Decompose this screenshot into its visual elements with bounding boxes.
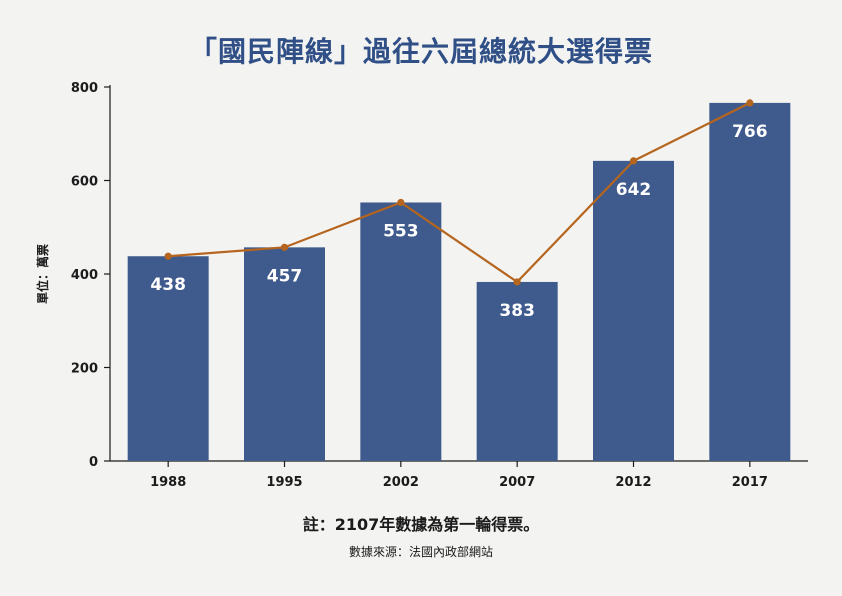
data-label: 457: [267, 266, 303, 286]
line-point: [397, 198, 405, 207]
bar: [709, 102, 791, 462]
x-tick-label: 2017: [732, 475, 768, 490]
y-tick-label: 400: [71, 268, 98, 283]
x-tick-label: 1995: [266, 475, 302, 490]
bar: [244, 247, 325, 461]
source-note: 數據來源：法國內政部網站: [348, 545, 493, 559]
y-tick-label: 0: [89, 455, 98, 470]
data-label: 642: [616, 180, 652, 200]
line-point: [629, 157, 638, 165]
x-tick-label: 2012: [615, 475, 651, 490]
bar: [476, 281, 558, 461]
y-tick-label: 800: [71, 81, 98, 96]
footnote: 註：2107年數據為第一輪得票。: [302, 515, 540, 534]
bar: [127, 256, 209, 461]
data-label: 553: [383, 221, 419, 241]
line-point: [280, 243, 289, 251]
data-label: 766: [732, 122, 768, 142]
bar: [360, 202, 442, 461]
chart-title: 「國民陣線」過往六屆總統大選得票: [188, 35, 653, 68]
bar: [593, 160, 674, 462]
x-tick-label: 2007: [499, 475, 535, 490]
data-label: 438: [150, 275, 186, 295]
line-point: [164, 252, 172, 260]
y-axis-title: 單位：萬票: [35, 244, 50, 304]
y-tick-label: 200: [71, 362, 98, 377]
trend-line: [168, 101, 751, 284]
line-point: [746, 99, 754, 107]
y-tick-label: 600: [71, 175, 98, 190]
x-tick-label: 2002: [383, 475, 419, 490]
line-point: [513, 278, 521, 286]
x-tick-label: 1988: [150, 475, 186, 490]
data-label: 383: [499, 301, 535, 321]
